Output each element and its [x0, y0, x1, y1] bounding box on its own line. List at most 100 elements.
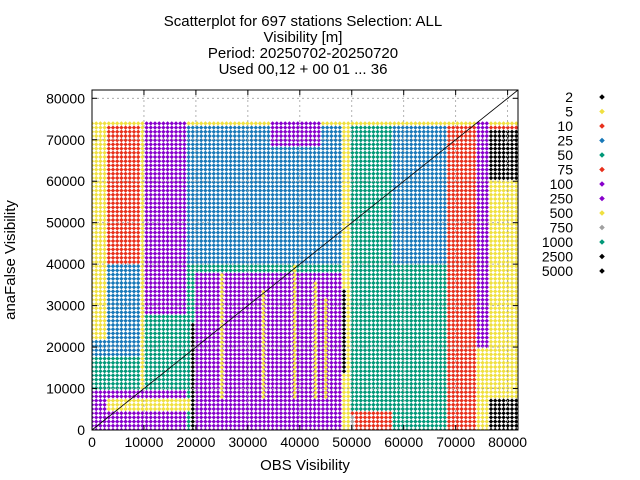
scatter-point: [320, 209, 326, 214]
scatter-point: [367, 356, 372, 361]
scatter-point: [110, 310, 116, 315]
scatter-point: [115, 129, 120, 134]
scatter-point: [144, 129, 149, 134]
scatter-point: [203, 419, 208, 424]
scatter-point: [178, 259, 183, 265]
scatter-point: [283, 125, 288, 130]
scatter-point: [186, 394, 191, 399]
scatter-point: [123, 314, 128, 319]
scatter-point: [211, 230, 216, 235]
scatter-point: [178, 238, 183, 244]
scatter-point: [253, 129, 258, 134]
scatter-point: [371, 390, 376, 395]
scatter-point: [203, 171, 208, 176]
scatter-point: [283, 238, 288, 244]
chart-title-line: Period: 20250702-20250720: [208, 45, 398, 62]
scatter-point: [182, 335, 187, 340]
scatter-point: [165, 398, 170, 403]
scatter-point: [341, 411, 347, 416]
scatter-point: [299, 142, 305, 147]
scatter-point: [295, 171, 300, 176]
scatter-point: [367, 251, 372, 256]
scatter-point: [367, 381, 372, 386]
scatter-point: [278, 121, 284, 126]
scatter-point: [291, 125, 296, 130]
scatter-point: [127, 293, 132, 298]
scatter-point: [161, 327, 166, 332]
scatter-point: [241, 142, 246, 147]
scatter-point: [299, 322, 305, 328]
scatter-point: [152, 331, 158, 336]
scatter-point: [178, 343, 183, 349]
scatter-point: [215, 297, 221, 302]
scatter-point: [220, 154, 225, 160]
scatter-point: [346, 373, 351, 378]
scatter-point: [148, 247, 153, 252]
scatter-point: [92, 159, 95, 164]
scatter-point: [270, 293, 275, 298]
scatter-point: [215, 385, 221, 391]
scatter-point: [157, 209, 162, 214]
scatter-point: [270, 259, 275, 265]
scatter-point: [283, 222, 288, 227]
scatter-point: [266, 234, 271, 239]
scatter-point: [228, 251, 233, 256]
scatter-point: [182, 251, 187, 256]
scatter-point: [312, 398, 317, 403]
scatter-point: [115, 201, 120, 206]
scatter-point: [358, 264, 363, 269]
scatter-point: [354, 196, 359, 202]
scatter-point: [329, 373, 334, 378]
scatter-point: [186, 138, 191, 143]
scatter-point: [341, 352, 347, 357]
scatter-point: [278, 129, 284, 134]
scatter-point: [182, 369, 187, 374]
scatter-point: [173, 268, 179, 273]
scatter-point: [119, 184, 124, 189]
scatter-point: [119, 180, 124, 185]
scatter-point: [287, 192, 292, 197]
scatter-point: [362, 419, 368, 424]
scatter-point: [295, 146, 300, 151]
scatter-point: [194, 415, 200, 420]
scatter-point: [367, 373, 372, 378]
scatter-point: [320, 276, 326, 281]
scatter-point: [341, 272, 347, 277]
scatter-point: [194, 175, 200, 181]
scatter-point: [169, 121, 174, 126]
scatter-point: [337, 369, 342, 374]
scatter-point: [182, 289, 187, 294]
scatter-point: [123, 285, 128, 290]
scatter-point: [136, 129, 141, 134]
scatter-point: [308, 217, 313, 223]
scatter-point: [92, 373, 95, 378]
scatter-point: [266, 133, 271, 139]
scatter-point: [144, 280, 149, 286]
scatter-point: [346, 314, 351, 319]
scatter-point: [215, 348, 221, 353]
scatter-point: [186, 234, 191, 239]
scatter-point: [228, 247, 233, 252]
scatter-point: [228, 264, 233, 269]
scatter-point: [257, 394, 263, 399]
scatter-point: [123, 180, 128, 185]
scatter-point: [207, 217, 212, 223]
scatter-point: [178, 385, 183, 391]
scatter-point: [367, 301, 372, 307]
scatter-point: [148, 188, 153, 193]
scatter-point: [354, 146, 359, 151]
scatter-point: [287, 247, 292, 252]
scatter-point: [333, 196, 338, 202]
scatter-point: [186, 427, 191, 430]
scatter-point: [110, 209, 116, 214]
scatter-point: [157, 360, 162, 365]
scatter-point: [320, 171, 326, 176]
scatter-point: [98, 138, 103, 143]
scatter-point: [186, 264, 191, 269]
scatter-point: [333, 297, 338, 302]
scatter-point: [350, 318, 355, 323]
scatter-point: [199, 352, 204, 357]
scatter-point: [136, 238, 141, 244]
scatter-point: [257, 247, 263, 252]
scatter-point: [241, 180, 246, 185]
